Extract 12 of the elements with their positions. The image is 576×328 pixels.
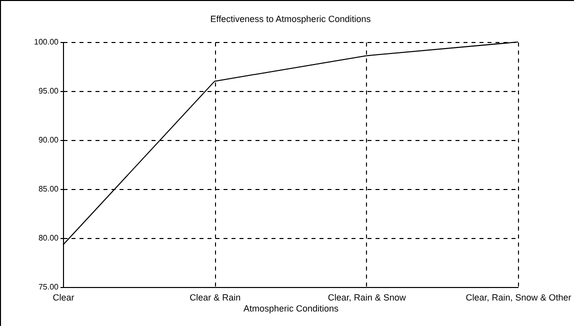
- y-tick-label: 75.00: [38, 282, 60, 292]
- y-tick-label: 90.00: [38, 136, 60, 144]
- x-tick-label: Clear, Rain, Snow & Other: [466, 292, 572, 302]
- y-tick-label: 80.00: [38, 234, 60, 242]
- x-tick-label: Clear, Rain & Snow: [328, 292, 406, 302]
- y-tick-label: 95.00: [38, 86, 60, 96]
- chart-title: Effectiveness to Atmospheric Conditions: [210, 14, 372, 24]
- y-tick-label: 100.00: [34, 38, 60, 46]
- x-tick-label: Clear: [52, 292, 74, 302]
- x-axis-title: Atmospheric Conditions: [243, 304, 340, 314]
- y-tick-label: 85.00: [38, 184, 60, 194]
- x-tick-label: Clear & Rain: [190, 292, 241, 302]
